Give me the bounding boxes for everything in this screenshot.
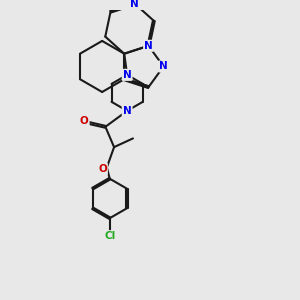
Text: O: O — [80, 116, 88, 126]
Text: O: O — [98, 164, 107, 174]
Text: N: N — [144, 41, 153, 51]
Text: N: N — [123, 106, 131, 116]
Text: N: N — [159, 61, 168, 71]
Text: N: N — [130, 0, 139, 9]
Text: N: N — [123, 70, 131, 80]
Text: Cl: Cl — [104, 231, 116, 241]
